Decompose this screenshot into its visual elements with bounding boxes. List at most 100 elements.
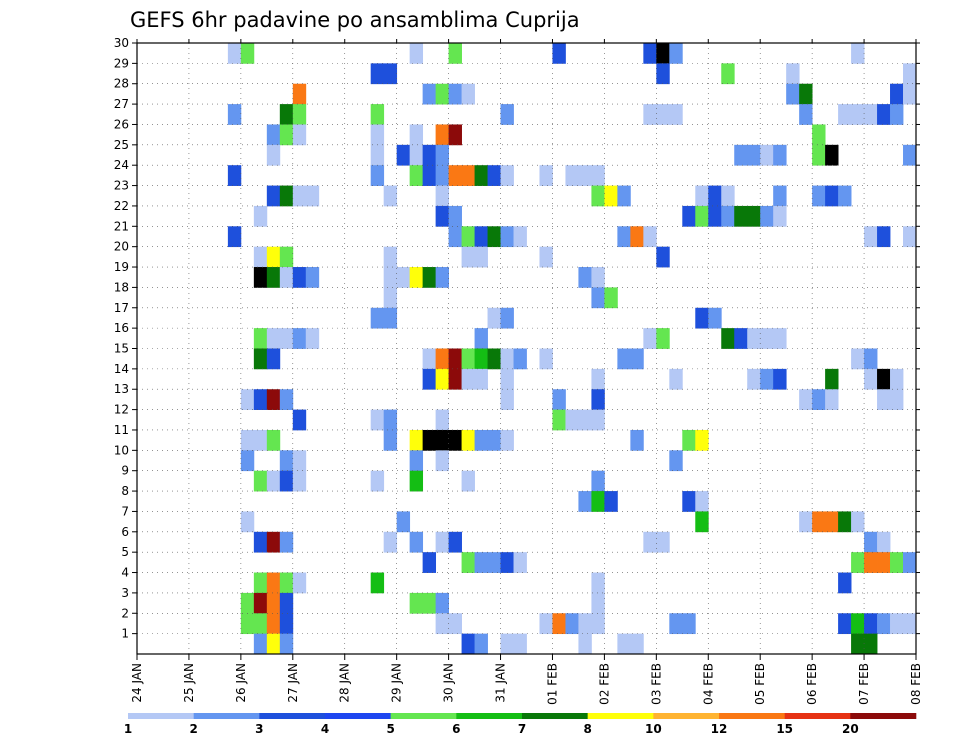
heatmap-cell [474,429,488,451]
heatmap-cell [500,226,514,248]
heatmap-cell [266,389,281,410]
heatmap-cell [708,185,722,207]
heatmap-cell [409,429,424,451]
heatmap-cell [409,144,424,166]
heatmap-cell [552,389,566,410]
heatmap-cell [253,205,268,227]
heatmap-cell [266,124,281,146]
heatmap-cell [240,613,255,635]
heatmap-cell [825,144,839,166]
heatmap-cell [461,633,475,655]
heatmap-cell [370,165,385,186]
heatmap-cell [448,83,462,105]
heatmap-cell [838,572,852,594]
heatmap-cell [890,104,904,125]
heatmap-cell [240,389,255,410]
heatmap-cell [682,429,696,451]
heatmap-cell [240,450,255,472]
heatmap-cell [266,531,281,553]
heatmap-cell [448,205,462,227]
y-tick-label: 20 [114,240,129,254]
x-tick-label: 26 JAN [234,663,248,703]
heatmap-cell [656,328,670,349]
heatmap-cell [487,226,501,248]
heatmap-cell [760,368,774,390]
color-legend: 1 2 3 4 5 6 7 8 10 12 15 20 [124,713,917,736]
heatmap-cell [513,552,527,573]
legend-label: 2 [189,722,197,736]
heatmap-cell [877,104,891,125]
heatmap-cells [227,43,917,655]
heatmap-cell [513,348,527,370]
legend-swatch [325,713,391,719]
heatmap-cell [591,491,605,512]
chart-title: GEFS 6hr padavine po ansamblima Cuprija [130,8,580,32]
heatmap-cell [370,409,385,431]
y-tick-label: 29 [114,56,129,70]
legend-swatch [522,713,588,719]
heatmap-cell [448,226,462,248]
heatmap-cell [292,104,307,125]
heatmap-cell [695,185,709,207]
heatmap-cell [552,43,566,64]
heatmap-cell [253,267,268,288]
heatmap-cell [552,409,566,431]
heatmap-cell [253,389,268,410]
heatmap-cell [279,613,294,635]
heatmap-cell [695,429,709,451]
y-tick-label: 19 [114,260,129,274]
heatmap-cell [409,165,424,186]
heatmap-cell [370,572,385,594]
heatmap-cell [383,531,398,553]
heatmap-cell [240,511,255,533]
y-tick-label: 18 [114,280,129,294]
heatmap-cell [500,633,514,655]
heatmap-cell [461,552,475,573]
heatmap-cell [305,267,320,288]
legend-label: 1 [124,722,132,736]
heatmap-cell [864,613,878,635]
heatmap-cell [292,185,307,207]
heatmap-cell [773,144,787,166]
heatmap-cell [851,511,865,533]
heatmap-cell [851,552,865,573]
heatmap-cell [825,511,839,533]
heatmap-cell [591,592,605,614]
heatmap-cell [500,348,514,370]
y-tick-label: 25 [114,138,129,152]
heatmap-cell [864,552,878,573]
legend-label: 7 [518,722,526,736]
heatmap-cell [266,246,281,268]
heatmap-cell [422,144,437,166]
heatmap-cell [500,368,514,390]
heatmap-cell [773,328,787,349]
heatmap-cell [409,43,424,64]
heatmap-cell [383,409,398,431]
x-tick-label: 01 FEB [545,663,559,705]
heatmap-cell [656,246,670,268]
y-tick-label: 2 [121,606,129,620]
heatmap-cell [812,144,826,166]
heatmap-cell [422,267,437,288]
heatmap-cell [435,205,449,227]
heatmap-cell [461,470,475,492]
heatmap-cell [305,185,320,207]
heatmap-cell [838,185,852,207]
heatmap-cell [227,226,242,248]
heatmap-cell [669,104,683,125]
heatmap-cell [786,83,800,105]
heatmap-cell [266,348,281,370]
heatmap-cell [760,205,774,227]
heatmap-cell [292,328,307,349]
heatmap-cell [617,348,631,370]
heatmap-cell [656,63,670,85]
heatmap-cell [734,144,748,166]
legend-label: 15 [776,722,793,736]
heatmap-cell [448,613,462,635]
heatmap-cell [240,43,255,64]
heatmap-cell [266,267,281,288]
heatmap-cell [565,409,579,431]
heatmap-cell [422,429,437,451]
heatmap-cell [890,368,904,390]
heatmap-cell [539,165,553,186]
